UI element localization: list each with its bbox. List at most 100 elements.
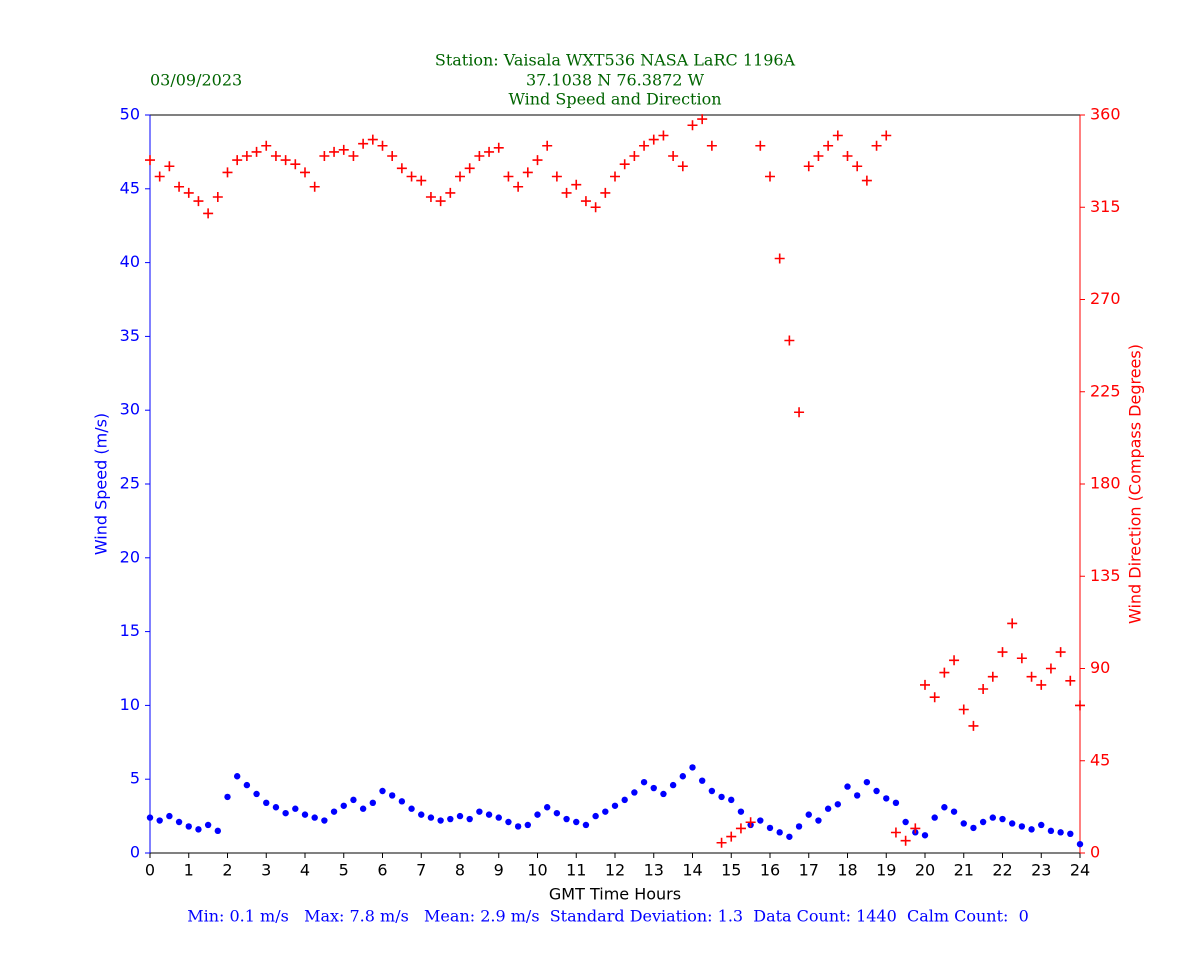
speed-point [514, 823, 522, 830]
direction-point [241, 151, 252, 161]
speed-point [611, 802, 619, 809]
direction-point [929, 692, 940, 703]
x-tick-label: 0 [145, 861, 155, 880]
x-tick-label: 4 [300, 861, 310, 880]
x-tick-label: 6 [377, 861, 387, 880]
speed-point [204, 821, 212, 829]
speed-point [524, 821, 532, 829]
speed-point [214, 827, 222, 835]
y-tick-label: 45 [120, 178, 140, 197]
direction-point [338, 144, 349, 155]
speed-point [543, 804, 551, 811]
y2-axis-label: Wind Direction (Compass Degrees) [1126, 344, 1145, 624]
y-tick-label: 50 [120, 105, 140, 124]
direction-point [203, 208, 214, 219]
speed-point [1018, 823, 1026, 830]
y2-tick-label: 0 [1090, 843, 1100, 862]
direction-point [716, 837, 727, 848]
y2-tick-label: 360 [1090, 105, 1121, 124]
speed-point [689, 764, 696, 771]
speed-point [902, 818, 909, 826]
speed-point [398, 798, 406, 805]
speed-point [921, 832, 929, 839]
speed-point [195, 826, 202, 833]
direction-point [639, 140, 650, 151]
speed-point [466, 815, 473, 823]
speed-point [233, 773, 241, 780]
date: 03/09/2023 [150, 71, 242, 90]
direction-point [154, 171, 165, 182]
direction-point [842, 151, 853, 161]
speed-point [476, 808, 483, 815]
direction-point [290, 159, 301, 170]
speed-point [853, 792, 861, 799]
direction-point [987, 671, 998, 682]
y-tick-label: 5 [130, 769, 140, 788]
speed-point [301, 811, 309, 818]
direction-point [280, 155, 291, 166]
direction-point [890, 827, 901, 838]
speed-point [175, 818, 183, 826]
x-tick-label: 7 [416, 861, 426, 880]
speed-point [941, 804, 948, 811]
x-tick-label: 5 [339, 861, 349, 880]
speed-point [640, 778, 648, 786]
y-tick-label: 25 [120, 474, 140, 493]
direction-point [513, 181, 524, 192]
speed-point [737, 808, 745, 815]
speed-point [1038, 821, 1045, 829]
speed-point [1067, 830, 1074, 838]
direction-point [1036, 679, 1047, 690]
speed-point [330, 808, 338, 815]
y2-tick-label: 225 [1090, 381, 1121, 400]
speed-point [1008, 820, 1016, 827]
x-tick-label: 11 [566, 861, 586, 880]
speed-point [156, 817, 163, 824]
direction-point [232, 155, 243, 166]
direction-point [425, 192, 436, 202]
y2-tick-label: 135 [1090, 566, 1121, 585]
direction-point [416, 175, 427, 186]
direction-point [794, 407, 805, 418]
direction-point [542, 140, 553, 151]
speed-point [437, 817, 444, 824]
x-tick-label: 14 [682, 861, 702, 880]
speed-point [311, 814, 318, 821]
speed-point [805, 811, 812, 818]
direction-point [726, 831, 737, 842]
speed-point [834, 801, 842, 808]
title-line: Wind Speed and Direction [508, 90, 721, 109]
direction-point [309, 181, 320, 192]
speed-point [418, 811, 425, 818]
y2-tick-label: 270 [1090, 289, 1121, 308]
speed-point [757, 817, 764, 824]
speed-point [698, 777, 706, 784]
direction-point [920, 679, 930, 690]
direction-point [212, 192, 223, 202]
x-tick-label: 1 [184, 861, 194, 880]
speed-point [292, 805, 299, 812]
speed-point [931, 814, 938, 821]
speed-point [166, 812, 173, 820]
direction-point [774, 253, 785, 264]
direction-point [968, 720, 979, 731]
direction-point [493, 142, 504, 153]
direction-point [1075, 700, 1085, 711]
x-tick-label: 12 [605, 861, 625, 880]
direction-point [300, 167, 310, 178]
speed-point [350, 796, 357, 804]
speed-point [844, 783, 851, 790]
direction-point [1045, 663, 1056, 674]
x-tick-label: 16 [760, 861, 780, 880]
speed-point [970, 824, 977, 832]
speed-point [253, 790, 260, 798]
speed-point [553, 809, 561, 817]
x-tick-label: 20 [915, 861, 935, 880]
direction-point [484, 146, 495, 157]
speed-point [960, 820, 967, 827]
y2-tick-label: 45 [1090, 750, 1110, 769]
direction-point [329, 146, 340, 157]
direction-point [619, 159, 630, 170]
speed-point [669, 781, 677, 789]
speed-point [563, 815, 570, 823]
